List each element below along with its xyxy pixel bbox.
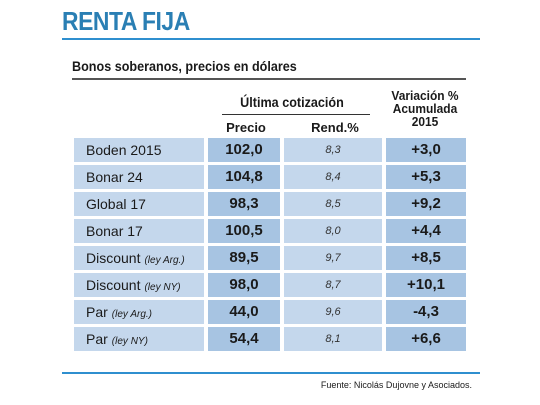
bond-name-cell: Global 17 [74,192,204,216]
bond-law-note: (ley NY) [111,336,148,347]
precio-cell: 54,4 [208,327,280,351]
rendimiento-cell: 8,4 [284,165,382,189]
table-row: Global 17 98,3 8,5 +9,2 [74,192,466,216]
table-row: Par (ley Arg.) 44,0 9,6 -4,3 [74,300,466,324]
bond-law-note: (ley Arg.) [144,255,185,266]
variacion-cell: +3,0 [386,138,466,162]
bond-name: Global 17 [86,196,146,212]
bond-name-cell: Discount (ley NY) [74,273,204,297]
precio-cell: 98,0 [208,273,280,297]
page-title: RENTA FIJA [62,6,190,36]
precio-cell: 89,5 [208,246,280,270]
variacion-cell: +6,6 [386,327,466,351]
rendimiento-cell: 9,7 [284,246,382,270]
precio-cell: 44,0 [208,300,280,324]
bond-name: Par [86,331,108,347]
rendimiento-cell: 8,5 [284,192,382,216]
bond-name: Par [86,304,108,320]
header-variacion-line-2: Acumulada [392,101,458,116]
header-variacion: Variación % Acumulada 2015 [384,89,467,128]
header-variacion-line-3: 2015 [411,114,439,129]
table-subtitle: Bonos soberanos, precios en dólares [72,58,297,74]
precio-cell: 102,0 [208,138,280,162]
bond-law-note: (ley NY) [144,282,181,293]
title-divider [62,38,480,40]
source-note: Fuente: Nicolás Dujovne y Asociados. [320,380,472,390]
bond-name-cell: Bonar 24 [74,165,204,189]
bond-name: Discount [86,250,141,266]
rendimiento-cell: 8,7 [284,273,382,297]
rendimiento-cell: 8,0 [284,219,382,243]
rendimiento-cell: 9,6 [284,300,382,324]
bond-name: Bonar 24 [86,169,143,185]
bond-name-cell: Discount (ley Arg.) [74,246,204,270]
bond-table: Boden 2015 102,0 8,3 +3,0 Bonar 24 104,8… [74,138,466,354]
bond-name-cell: Par (ley NY) [74,327,204,351]
variacion-cell: -4,3 [386,300,466,324]
variacion-cell: +4,4 [386,219,466,243]
header-variacion-line-1: Variación % [391,88,459,103]
bond-name: Discount [86,277,141,293]
precio-cell: 104,8 [208,165,280,189]
table-row: Discount (ley Arg.) 89,5 9,7 +8,5 [74,246,466,270]
table-row: Bonar 24 104,8 8,4 +5,3 [74,165,466,189]
header-ultima-cotizacion: Última cotización [240,94,344,110]
variacion-cell: +10,1 [386,273,466,297]
bond-name-cell: Par (ley Arg.) [74,300,204,324]
bond-name: Boden 2015 [86,142,162,158]
variacion-cell: +5,3 [386,165,466,189]
header-precio: Precio [226,120,266,135]
precio-cell: 100,5 [208,219,280,243]
subtitle-divider [72,78,466,80]
bond-law-note: (ley Arg.) [111,309,152,320]
table-row: Par (ley NY) 54,4 8,1 +6,6 [74,327,466,351]
header-group-underline [222,114,370,115]
table-row: Bonar 17 100,5 8,0 +4,4 [74,219,466,243]
precio-cell: 98,3 [208,192,280,216]
bond-name: Bonar 17 [86,223,143,239]
table-row: Boden 2015 102,0 8,3 +3,0 [74,138,466,162]
bond-name-cell: Boden 2015 [74,138,204,162]
footer-divider [62,372,480,374]
rendimiento-cell: 8,1 [284,327,382,351]
variacion-cell: +8,5 [386,246,466,270]
variacion-cell: +9,2 [386,192,466,216]
bond-name-cell: Bonar 17 [74,219,204,243]
table-row: Discount (ley NY) 98,0 8,7 +10,1 [74,273,466,297]
header-rendimiento: Rend.% [311,120,359,135]
rendimiento-cell: 8,3 [284,138,382,162]
